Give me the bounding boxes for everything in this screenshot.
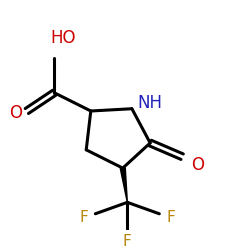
Text: F: F bbox=[123, 234, 132, 249]
Text: F: F bbox=[166, 210, 175, 225]
Text: O: O bbox=[9, 104, 22, 122]
Polygon shape bbox=[120, 168, 127, 202]
Text: F: F bbox=[80, 210, 88, 225]
Text: NH: NH bbox=[138, 94, 162, 112]
Text: O: O bbox=[191, 156, 204, 174]
Text: HO: HO bbox=[51, 29, 76, 47]
